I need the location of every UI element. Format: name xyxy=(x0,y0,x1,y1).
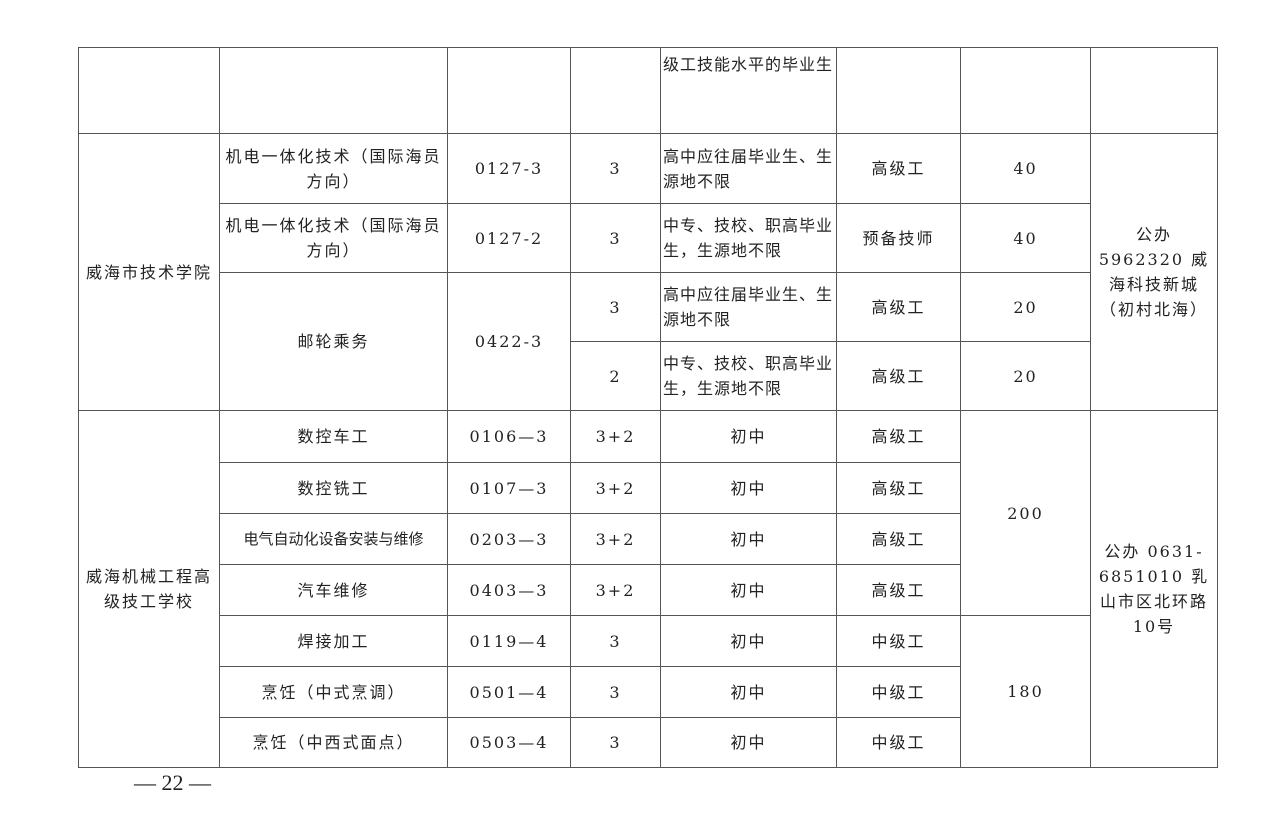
code-cell: 0119—4 xyxy=(447,615,571,667)
requirement-cell: 初中 xyxy=(660,462,837,514)
count-cell: 20 xyxy=(960,341,1091,411)
years-cell: 3 xyxy=(570,666,661,718)
code-cell: 0127-3 xyxy=(447,133,571,204)
years-cell: 3+2 xyxy=(570,462,661,514)
level-cell: 高级工 xyxy=(836,272,961,342)
page-number: — 22 — xyxy=(134,770,211,795)
major-cell: 邮轮乘务 xyxy=(219,272,448,411)
contact-cell: 公办 0631-6851010 乳山市区北环路10号 xyxy=(1090,410,1218,768)
level-cell: 中级工 xyxy=(836,666,961,718)
contact-cell: 公办 5962320 威海科技新城（初村北海） xyxy=(1090,133,1218,411)
count-cell: 200 xyxy=(960,410,1091,616)
years-cell: 3 xyxy=(570,203,661,273)
level-cell: 预备技师 xyxy=(836,203,961,273)
code-cell: 0127-2 xyxy=(447,203,571,273)
level-cell: 高级工 xyxy=(836,564,961,616)
code-cell: 0422-3 xyxy=(447,272,571,411)
requirement-cell: 级工技能水平的毕业生 xyxy=(660,47,837,134)
table-row: 焊接加工 0119—4 3 初中 中级工 180 xyxy=(79,615,1218,768)
count-cell: 180 xyxy=(960,615,1091,768)
years-cell: 3+2 xyxy=(570,410,661,463)
major-cell: 烹饪（中西式面点） xyxy=(219,717,448,768)
count-cell: 20 xyxy=(960,272,1091,342)
requirement-cell: 初中 xyxy=(660,410,837,463)
table-row: 机电一体化技术（国际海员方向） 0127-2 3 中专、技校、职高毕业生，生源地… xyxy=(79,203,1218,273)
requirement-cell: 初中 xyxy=(660,717,837,768)
requirement-cell: 初中 xyxy=(660,564,837,616)
requirement-cell: 初中 xyxy=(660,513,837,565)
years-cell: 3+2 xyxy=(570,564,661,616)
requirement-cell: 初中 xyxy=(660,615,837,667)
years-cell: 3 xyxy=(570,615,661,667)
major-cell: 汽车维修 xyxy=(219,564,448,616)
years-cell: 3 xyxy=(570,717,661,768)
years-cell: 2 xyxy=(570,341,661,411)
major-cell: 电气自动化设备安装与维修 xyxy=(219,513,448,565)
enrollment-table: 级工技能水平的毕业生 威海市技术学院 机电一体化技术（国际海员方向） 0127-… xyxy=(78,47,1218,768)
level-cell: 高级工 xyxy=(836,341,961,411)
requirement-cell: 中专、技校、职高毕业生，生源地不限 xyxy=(660,341,837,411)
level-cell: 高级工 xyxy=(836,410,961,463)
code-cell: 0107—3 xyxy=(447,462,571,514)
table-row: 威海机械工程高级技工学校 数控车工 0106—3 3+2 初中 高级工 200 … xyxy=(78,410,1218,768)
requirement-cell: 高中应往届毕业生、生源地不限 xyxy=(660,272,837,342)
level-cell: 高级工 xyxy=(836,462,961,514)
years-cell: 3 xyxy=(570,133,661,204)
major-cell: 焊接加工 xyxy=(219,615,448,667)
table-row: 烹饪（中西式面点） 0503—4 3 初中 中级工 xyxy=(79,717,1218,768)
level-cell: 高级工 xyxy=(836,513,961,565)
table-row: 电气自动化设备安装与维修 0203—3 3+2 初中 高级工 xyxy=(79,513,1218,565)
code-cell: 0501—4 xyxy=(447,666,571,718)
table-row: 数控铣工 0107—3 3+2 初中 高级工 xyxy=(79,462,1218,514)
code-cell: 0106—3 xyxy=(447,410,571,463)
level-cell: 高级工 xyxy=(836,133,961,204)
school-name: 威海机械工程高级技工学校 xyxy=(78,410,220,768)
level-cell: 中级工 xyxy=(836,717,961,768)
years-cell: 3 xyxy=(570,272,661,342)
major-cell: 数控铣工 xyxy=(219,462,448,514)
school-name: 威海市技术学院 xyxy=(78,133,220,411)
code-cell: 0403—3 xyxy=(447,564,571,616)
level-cell: 中级工 xyxy=(836,615,961,667)
major-cell: 机电一体化技术（国际海员方向） xyxy=(219,133,448,204)
major-cell: 数控车工 xyxy=(219,410,448,463)
major-cell: 机电一体化技术（国际海员方向） xyxy=(219,203,448,273)
code-cell: 0503—4 xyxy=(447,717,571,768)
major-cell: 烹饪（中式烹调） xyxy=(219,666,448,718)
code-cell: 0203—3 xyxy=(447,513,571,565)
count-cell: 40 xyxy=(960,203,1091,273)
requirement-cell: 高中应往届毕业生、生源地不限 xyxy=(660,133,837,204)
table-row: 邮轮乘务 0422-3 3 高中应往届毕业生、生源地不限 高级工 20 xyxy=(79,272,1218,411)
table-row: 威海市技术学院 机电一体化技术（国际海员方向） 0127-3 3 高中应往届毕业… xyxy=(78,133,1218,411)
table-row: 2 中专、技校、职高毕业生，生源地不限 高级工 20 xyxy=(79,341,1218,411)
requirement-cell: 初中 xyxy=(660,666,837,718)
years-cell: 3+2 xyxy=(570,513,661,565)
table-row: 级工技能水平的毕业生 xyxy=(78,47,1218,134)
requirement-cell: 中专、技校、职高毕业生，生源地不限 xyxy=(660,203,837,273)
count-cell: 40 xyxy=(960,133,1091,204)
